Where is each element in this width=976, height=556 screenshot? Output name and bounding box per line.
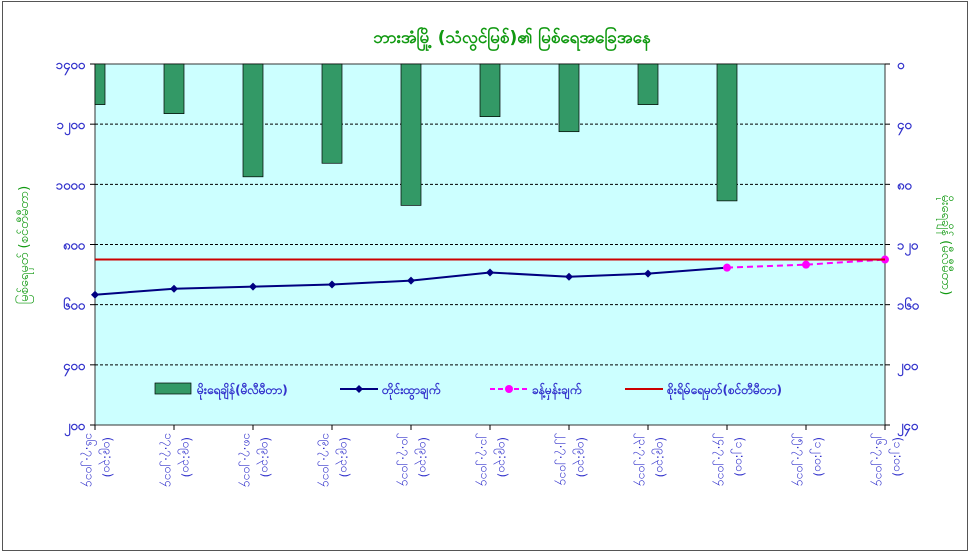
observed-point — [407, 276, 415, 285]
legend-label: မိုးရေချိန်(မီလီမီတာ) — [196, 381, 288, 401]
y-left-tick-label: ၈၀၀ — [63, 239, 86, 254]
x-tick-time: (၀၉:၃၀) — [493, 437, 510, 477]
y-left-tick-label: ၁၄၀၀ — [56, 58, 86, 76]
x-tick-date: ၂၁.၇.၂၀၁၄ — [475, 433, 492, 486]
observed-point — [91, 290, 99, 299]
x-tick-time: (၁၂:၀၀) — [809, 437, 826, 477]
rainfall-bar — [94, 63, 106, 105]
x-tick-date: ၂၅.၇.၂၀၁၄ — [791, 433, 808, 486]
y-right-tick-label: ၄၀ — [897, 118, 912, 136]
x-tick-time: (၀၉:၃၀) — [177, 437, 194, 477]
y-left-tick-label: ၄၀၀ — [63, 359, 86, 377]
y-axis-right-label: မိုးရေချိန် (မီလီမီတာ) — [936, 195, 954, 296]
forecast-point — [723, 263, 731, 272]
forecast-line — [726, 258, 886, 269]
rainfall-bar — [321, 63, 343, 164]
observed-point — [644, 269, 652, 278]
x-tick-date: ၂၆.၇.၂၀၁၄ — [870, 433, 888, 486]
y-right-tick-label: ၁၂၀ — [897, 239, 919, 257]
x-tick-time: (၁၂:၀၀) — [888, 437, 905, 477]
legend: မိုးရေချိန်(မီလီမီတာ) တိုင်းထွာချက် ခန့်မှ… — [154, 381, 782, 401]
rainfall-bar — [637, 63, 659, 105]
y-left-tick-label: ၆၀၀ — [63, 297, 86, 314]
observed-point — [328, 280, 336, 289]
legend-label: ခန့်မှန်းချက် — [532, 381, 582, 401]
x-tick-time: (၀၉:၃၀) — [335, 437, 352, 477]
x-tick-time: (၀၉:၃၀) — [572, 437, 589, 477]
x-tick-time: (၀၉:၃၀) — [414, 437, 431, 477]
legend-marker — [505, 385, 513, 393]
chart-frame — [2, 1, 968, 551]
x-tick-date: ၂၃.၇.၂၀၁၄ — [633, 433, 650, 486]
rainfall-bar — [163, 63, 185, 114]
chart-title: ဘားအံမြို့ (သံလွင်မြစ်)၏ မြစ်ရေအခြေအနေ — [372, 25, 650, 52]
x-tick-date: ၁၆.၇.၂၀၁၄ — [80, 433, 98, 487]
rainfall-bar — [479, 63, 501, 117]
rainfall-bar — [400, 63, 422, 206]
rainfall-bar — [716, 63, 738, 202]
y-left-tick-label: ၁၂၀၀ — [57, 118, 86, 136]
y-left-tick-label: ၂၀၀ — [64, 419, 86, 437]
y-right-tick-label: ၂၀၀ — [897, 359, 919, 377]
rainfall-bar — [242, 63, 264, 178]
y-left-tick-label: ၁၀၀၀ — [56, 178, 86, 193]
legend-marker — [355, 385, 363, 393]
y-right-tick-label: ၈၀ — [897, 178, 912, 193]
observed-point — [486, 268, 494, 277]
observed-point — [170, 284, 178, 293]
x-tick-date: ၂၀.၇.၂၀၁၄ — [396, 433, 413, 486]
forecast-point — [802, 260, 810, 269]
x-tick-time: (၀၉:၃၀) — [256, 437, 273, 477]
y-right-tick-label: ၁၆၀ — [897, 297, 920, 314]
x-tick-date: ၂၄.၇.၂၀၁၄ — [712, 433, 729, 486]
x-tick-time: (၀၉:၃၀) — [651, 437, 668, 477]
rainfall-bar — [558, 63, 580, 133]
legend-swatch-rainfall — [154, 382, 192, 395]
y-axis-left-label: မြစ်ရေမှတ် (စင်တီမီတာ) — [15, 186, 34, 304]
x-tick-date: ၂၂.၇.၂၀၁၄ — [554, 433, 571, 485]
x-tick-time: (၁၂:၀၀) — [730, 437, 747, 477]
y-right-tick-label: ၂၄၀ — [897, 419, 919, 437]
x-tick-date: ၁၇.၇.၂၀၁၄ — [159, 433, 176, 487]
legend-label: စိုးရိမ်ရေမှတ်(စင်တီမီတာ) — [666, 381, 782, 401]
x-tick-time: (၀၉:၃၀) — [98, 437, 115, 477]
observed-point — [249, 282, 257, 291]
y-right-tick-label: ၀ — [897, 58, 905, 73]
legend-label: တိုင်းထွာချက် — [381, 381, 441, 401]
observed-point — [565, 272, 573, 281]
x-tick-date: ၁၉.၇.၂၀၁၄ — [317, 433, 334, 487]
x-tick-date: ၁၈.၇.၂၀၁၄ — [238, 433, 255, 487]
